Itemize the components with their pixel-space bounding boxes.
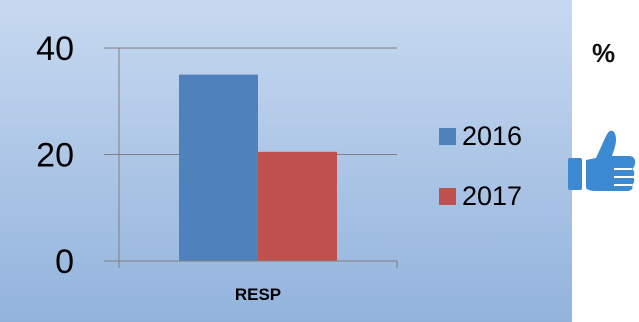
y-tick-label: 20: [36, 137, 74, 175]
thumbs-up-icon-hand: [586, 130, 636, 191]
legend-label: 2016: [462, 121, 522, 151]
legend-swatch-2016: [439, 128, 456, 145]
thumbs-up-icon-cuff: [568, 158, 582, 190]
bar-2016: [179, 74, 258, 261]
y-tick-label: 0: [55, 243, 74, 281]
legend-label: 2017: [462, 181, 522, 211]
thumbs-up-icon: [568, 130, 636, 191]
unit-label: %: [592, 38, 616, 68]
legend-swatch-2017: [439, 188, 456, 205]
x-category-label: RESP: [235, 285, 281, 304]
bar-2017: [258, 151, 337, 261]
thumbs-up-icon-fingers: [614, 168, 633, 186]
y-tick-label: 40: [36, 30, 74, 68]
